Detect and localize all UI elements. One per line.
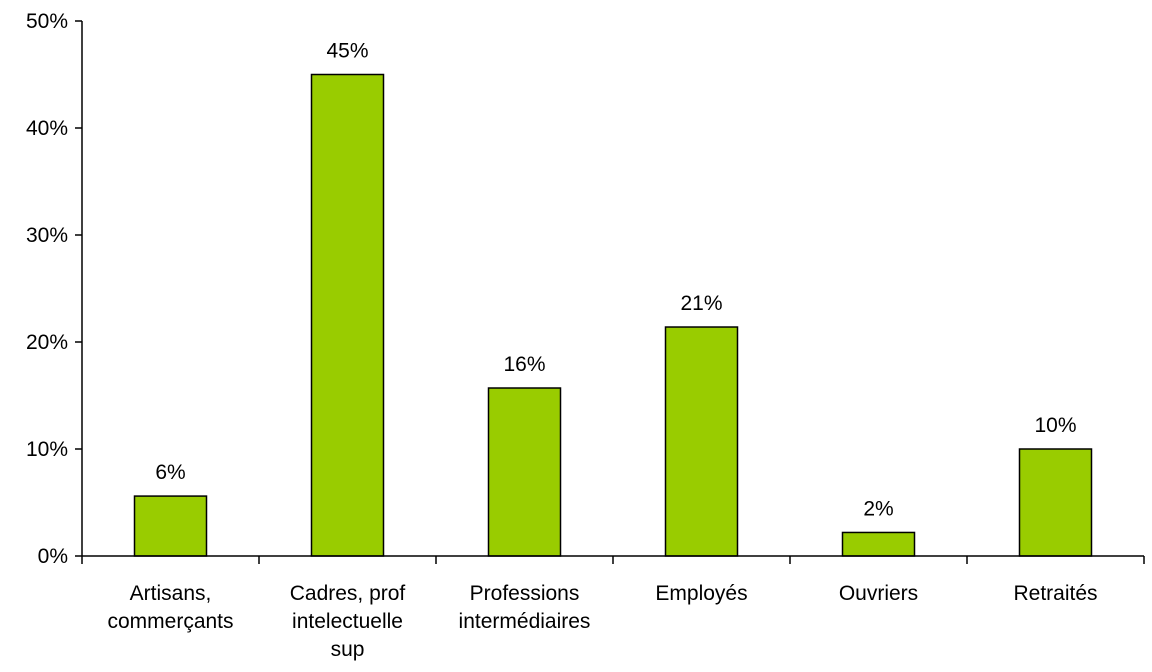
category-label-line: Cadres, prof [290, 582, 406, 605]
category-label: Retraités [1013, 582, 1097, 605]
bars [133, 73, 1093, 557]
bar [487, 387, 562, 557]
category-labels: Artisans, commerçants Cadres, prof intelect… [107, 582, 1097, 661]
bar [664, 326, 739, 557]
category-label-line: sup [331, 638, 365, 661]
y-tick-label: 40% [26, 117, 68, 140]
category-label-line: Ouvriers [839, 582, 918, 605]
category-label-line: Professions [470, 582, 580, 605]
y-tick-label: 0% [38, 545, 68, 568]
data-label: 2% [863, 497, 893, 520]
data-label: 10% [1034, 414, 1076, 437]
category-label-line: commerçants [107, 610, 233, 633]
y-tick-label: 20% [26, 331, 68, 354]
y-axis-ticks: 0% 10% 20% 30% 40% 50% [26, 10, 82, 568]
category-label-line: intelectuelle [292, 610, 403, 633]
x-axis-ticks [81, 556, 1145, 564]
data-label: 21% [680, 292, 722, 315]
bar [310, 73, 385, 557]
y-tick-label: 50% [26, 10, 68, 33]
bar [841, 531, 916, 557]
category-label: Professions intermédiaires [459, 582, 591, 633]
bar [1018, 448, 1093, 557]
category-label: Employés [655, 582, 747, 605]
bar [133, 495, 208, 557]
y-tick-label: 10% [26, 438, 68, 461]
data-label: 45% [326, 40, 368, 63]
data-label: 6% [155, 461, 185, 484]
data-label: 16% [503, 353, 545, 376]
category-label-line: intermédiaires [459, 610, 591, 633]
category-label: Cadres, prof intelectuelle sup [290, 582, 406, 661]
category-label: Artisans, commerçants [107, 582, 233, 633]
category-label-line: Retraités [1013, 582, 1097, 605]
category-label: Ouvriers [839, 582, 918, 605]
data-labels: 6% 45% 16% 21% 2% 10% [155, 40, 1076, 521]
y-tick-label: 30% [26, 224, 68, 247]
category-label-line: Employés [655, 582, 747, 605]
category-label-line: Artisans, [130, 582, 212, 605]
